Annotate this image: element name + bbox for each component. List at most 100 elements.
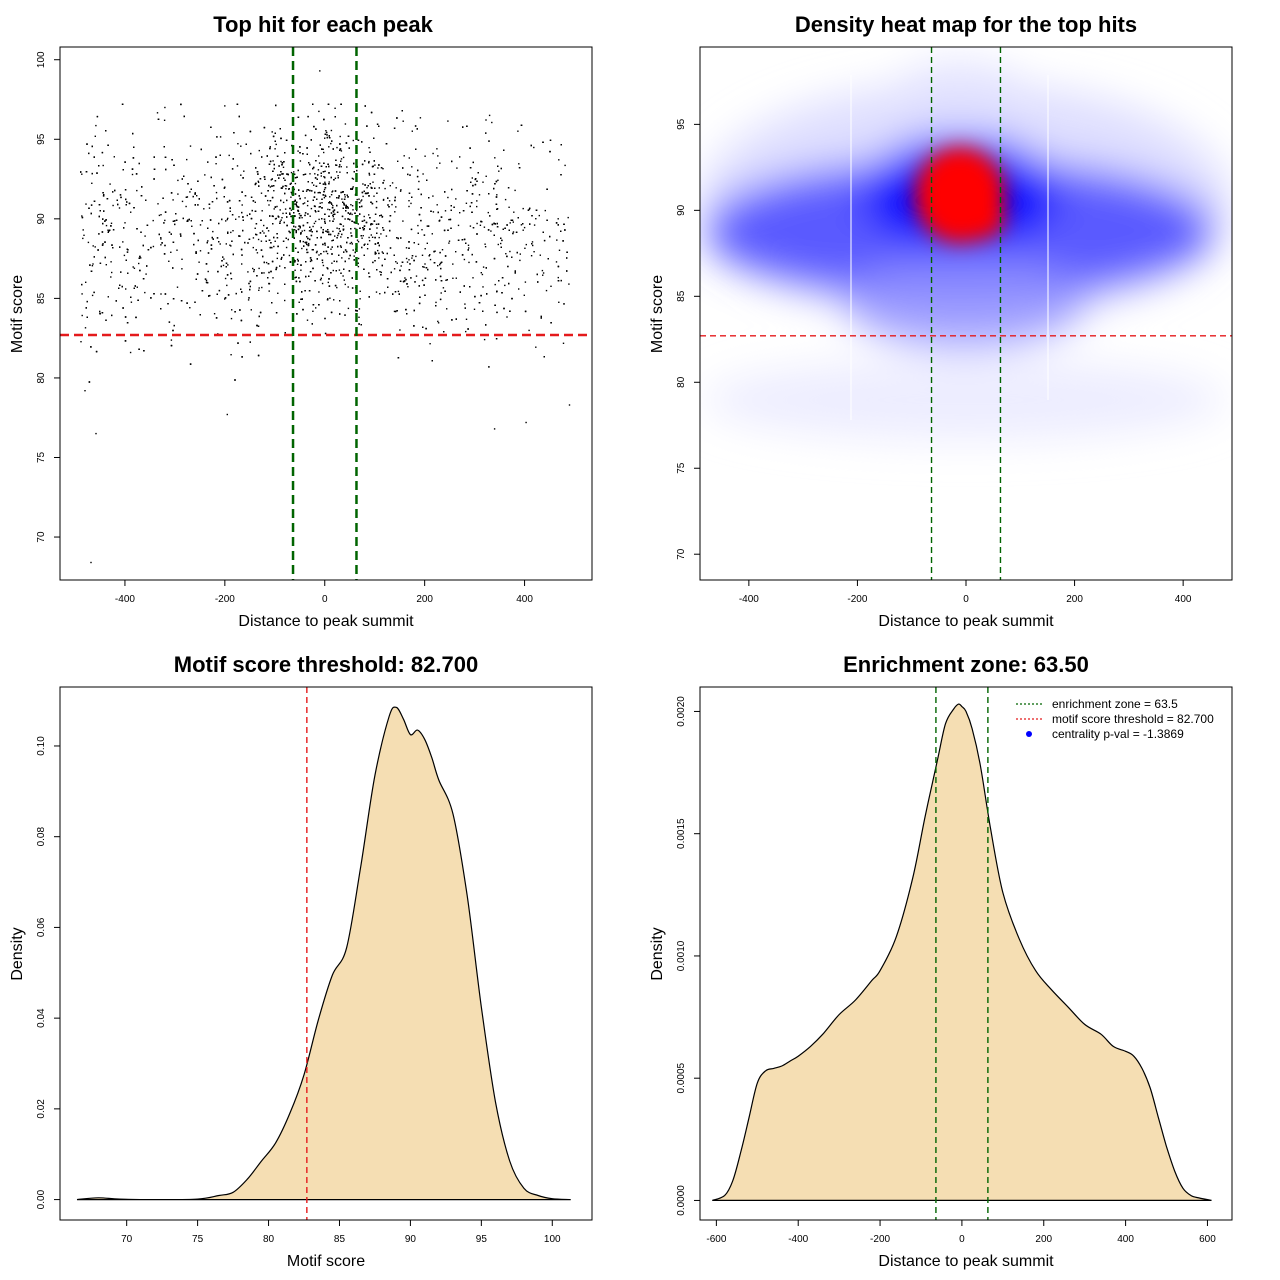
scatter-point <box>179 233 182 235</box>
scatter-point <box>334 213 336 215</box>
scatter-point <box>274 240 276 242</box>
scatter-point <box>550 322 552 324</box>
scatter-point <box>302 153 304 155</box>
scatter-point <box>216 237 219 239</box>
scatter-point <box>267 190 269 192</box>
scatter-point <box>349 242 351 245</box>
scatter-point <box>378 187 380 189</box>
scatter-point <box>232 253 234 256</box>
scatter-point <box>364 105 366 107</box>
scatter-point <box>236 103 239 105</box>
scatter-point <box>508 229 510 231</box>
scatter-point <box>428 197 430 199</box>
scatter-point <box>215 191 218 194</box>
scatter-point <box>556 239 558 241</box>
scatter-point <box>558 301 560 303</box>
scatter-point <box>338 166 340 168</box>
scatter-point <box>270 179 272 181</box>
scatter-point <box>186 158 188 161</box>
scatter-point <box>488 366 490 368</box>
scatter-point <box>331 207 334 209</box>
scatter-point <box>285 188 287 190</box>
scatter-point <box>294 260 296 262</box>
scatter-point <box>378 252 380 255</box>
scatter-point <box>491 121 493 124</box>
scatter-point <box>174 223 176 226</box>
scatter-point <box>165 168 167 171</box>
scatter-point <box>564 164 566 167</box>
scatter-point <box>252 267 254 270</box>
scatter-point <box>281 162 284 164</box>
scatter-point <box>304 197 306 199</box>
scatter-point <box>536 273 538 276</box>
scatter-point <box>477 172 479 174</box>
scatter-point <box>314 177 317 179</box>
scatter-point <box>335 270 337 272</box>
scatter-point <box>402 280 405 283</box>
scatter-point <box>347 196 349 198</box>
scatter-point <box>493 428 496 430</box>
scatter-point <box>297 116 300 118</box>
scatter-point <box>375 291 378 293</box>
scatter-point <box>318 206 320 208</box>
scatter-point <box>393 127 396 129</box>
scatter-point <box>339 164 341 166</box>
scatter-point <box>411 130 413 132</box>
scatter-point <box>408 269 411 271</box>
scatter-point <box>485 267 487 269</box>
scatter-point <box>423 266 425 268</box>
scatter-point <box>320 277 322 279</box>
scatter-point <box>530 144 532 147</box>
scatter-point <box>260 192 263 194</box>
scatter-point <box>339 149 341 151</box>
scatter-point <box>167 303 169 305</box>
scatter-point <box>107 296 109 298</box>
scatter-point <box>249 280 252 283</box>
scatter-point <box>434 250 436 252</box>
scatter-point <box>300 269 302 271</box>
scatter-point <box>370 111 373 114</box>
scatter-point <box>293 173 296 175</box>
scatter-point <box>351 243 353 245</box>
scatter-point <box>91 294 94 297</box>
scatter-point <box>181 178 183 180</box>
scatter-point <box>276 257 278 260</box>
scatter-point <box>428 255 430 257</box>
scatter-point <box>198 261 200 263</box>
scatter-point <box>330 129 333 132</box>
scatter-point <box>85 171 88 173</box>
scatter-point <box>318 291 320 293</box>
scatter-point <box>302 308 304 311</box>
scatter-point <box>528 208 530 211</box>
scatter-point <box>320 175 322 177</box>
scatter-point <box>224 105 226 107</box>
scatter-point <box>414 281 416 283</box>
scatter-point <box>102 243 104 245</box>
scatter-point <box>138 257 140 259</box>
scatter-point <box>208 203 211 205</box>
scatter-point <box>485 175 487 177</box>
scatter-point <box>90 212 92 215</box>
scatter-point <box>189 307 191 309</box>
y-tick-label: 75 <box>36 451 47 463</box>
scatter-point <box>544 209 546 212</box>
scatter-point <box>223 258 225 260</box>
scatter-point <box>317 169 320 171</box>
scatter-point <box>241 356 243 358</box>
scatter-point <box>307 213 309 215</box>
scatter-point <box>468 261 470 264</box>
scatter-point <box>435 279 437 281</box>
scatter-point <box>102 192 104 194</box>
scatter-point <box>270 242 272 244</box>
scatter-point <box>281 256 283 259</box>
scatter-point <box>310 228 312 231</box>
scatter-point <box>368 296 370 298</box>
scatter-point <box>485 119 487 121</box>
scatter-point <box>371 223 374 225</box>
scatter-point <box>95 350 98 353</box>
scatter-point <box>168 321 171 323</box>
scatter-point <box>108 230 110 232</box>
scatter-point <box>326 299 329 301</box>
scatter-point <box>226 413 228 416</box>
scatter-point <box>249 288 251 291</box>
